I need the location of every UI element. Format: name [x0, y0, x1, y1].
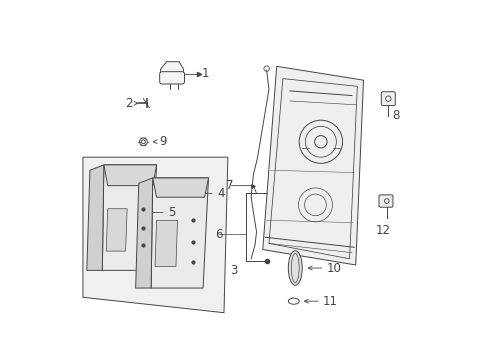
Ellipse shape [288, 251, 302, 285]
Polygon shape [160, 62, 184, 78]
Text: 6: 6 [215, 228, 222, 240]
Text: 7: 7 [225, 179, 233, 192]
Text: 5: 5 [168, 206, 175, 219]
Text: 11: 11 [322, 294, 338, 308]
FancyBboxPatch shape [379, 195, 393, 207]
Polygon shape [136, 178, 153, 288]
Text: 2: 2 [125, 97, 132, 110]
Polygon shape [104, 165, 157, 186]
Polygon shape [263, 66, 364, 265]
Polygon shape [153, 178, 209, 197]
Polygon shape [102, 165, 157, 270]
Text: 4: 4 [217, 187, 224, 200]
FancyBboxPatch shape [381, 92, 395, 105]
FancyBboxPatch shape [160, 72, 184, 84]
Polygon shape [151, 178, 209, 288]
Polygon shape [106, 209, 127, 251]
Text: 9: 9 [159, 135, 167, 148]
Text: 8: 8 [392, 109, 399, 122]
Polygon shape [155, 220, 177, 266]
Polygon shape [87, 165, 104, 270]
Text: 3: 3 [230, 264, 238, 277]
Polygon shape [83, 157, 228, 313]
Text: 12: 12 [375, 224, 391, 237]
Text: 1: 1 [201, 67, 209, 81]
Text: 10: 10 [326, 261, 341, 275]
